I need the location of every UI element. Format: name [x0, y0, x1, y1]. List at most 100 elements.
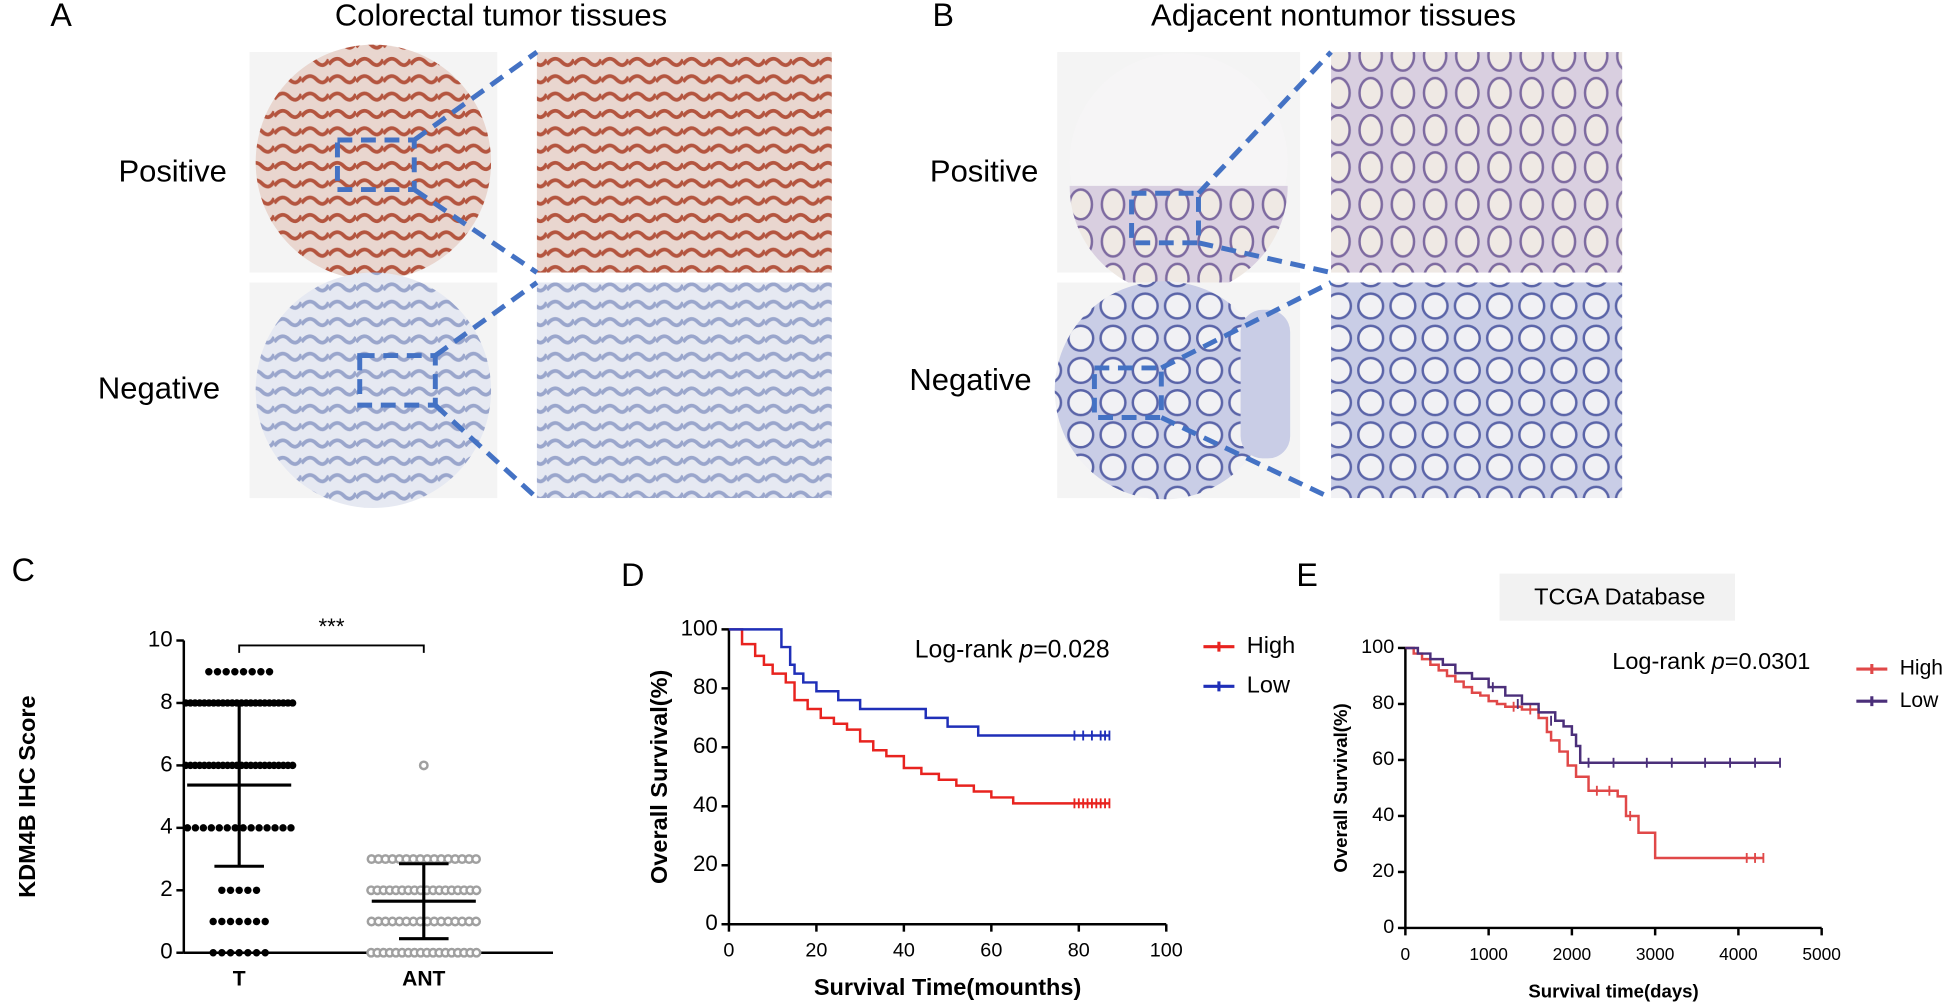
survival-curve [1405, 646, 1764, 860]
dot [223, 824, 231, 832]
title-box [1499, 573, 1735, 621]
panel-letter: B [933, 0, 954, 33]
y-tick-label: 100 [681, 615, 718, 640]
dot [239, 824, 247, 832]
x-tick-label: 0 [723, 940, 734, 962]
x-tick-label: 20 [805, 940, 827, 962]
x-tick-label: T [233, 968, 246, 991]
legend-swatch [1203, 681, 1235, 692]
panel-letter: A [50, 0, 72, 33]
dot [255, 824, 263, 832]
y-tick-label: 0 [160, 939, 172, 964]
x-tick-label: 4000 [1719, 944, 1758, 964]
row-label: Positive [118, 154, 226, 189]
row-label: Negative [98, 370, 220, 405]
dot [252, 917, 261, 926]
y-tick-label: 40 [1372, 804, 1394, 826]
legend-label: Low [1247, 672, 1291, 698]
dot [222, 668, 230, 676]
x-tick-label: 1000 [1469, 944, 1508, 964]
legend-label: High [1247, 632, 1295, 658]
y-tick-label: 60 [1372, 748, 1394, 770]
dot [209, 949, 217, 957]
panel-title: Colorectal tumor tissues [335, 0, 667, 33]
y-tick-label: 2 [160, 876, 172, 901]
y-tick-label: 20 [693, 851, 718, 876]
dot [244, 886, 252, 895]
y-axis-title: Overall Survival(%) [646, 670, 672, 884]
y-tick-label: 40 [693, 792, 718, 817]
dot [287, 824, 295, 832]
dot [207, 824, 216, 832]
dot [235, 886, 243, 895]
dot [257, 668, 265, 676]
dot [471, 947, 482, 958]
legend-label: High [1900, 657, 1943, 680]
row-label: Positive [930, 154, 1038, 189]
x-tick-label: 60 [980, 940, 1002, 962]
dot [226, 886, 235, 895]
dot [247, 824, 255, 832]
dot [265, 668, 274, 676]
y-tick-label: 6 [160, 751, 172, 776]
annotation-part: p [1018, 636, 1033, 663]
dot [226, 917, 235, 926]
dot [215, 824, 223, 832]
dot [218, 917, 226, 926]
panel-letter: D [621, 557, 644, 593]
dot [248, 668, 256, 676]
dot [471, 916, 482, 927]
dot [244, 917, 252, 926]
dot [261, 917, 269, 926]
y-axis-title: KDM4B IHC Score [14, 695, 40, 898]
x-tick-label: ANT [402, 968, 445, 991]
panel-letter: E [1296, 557, 1317, 593]
dot [261, 949, 269, 957]
dot [271, 824, 279, 832]
annotation-part: Log-rank [1612, 648, 1711, 674]
dot [209, 917, 217, 926]
survival-curve [728, 628, 1110, 805]
dot [263, 824, 271, 832]
dot [418, 760, 429, 771]
dot [231, 824, 239, 832]
y-axis-title: Overall Survival(%) [1330, 703, 1351, 872]
dot [244, 949, 252, 957]
dot [235, 949, 243, 957]
dot [218, 886, 226, 895]
dot [231, 668, 239, 676]
dot [213, 668, 222, 676]
y-tick-label: 4 [160, 814, 172, 839]
annotation-part: =0.028 [1033, 636, 1109, 663]
dot [471, 854, 482, 865]
annotation: Log-rank p=0.0301 [1612, 648, 1810, 674]
y-tick-label: 0 [1383, 916, 1394, 938]
row-label: Negative [909, 362, 1031, 397]
error-bar [214, 702, 264, 868]
dot [471, 885, 482, 896]
dot [226, 949, 235, 957]
dot [288, 699, 297, 707]
legend-label: Low [1900, 689, 1939, 712]
histology: A Colorectal tumor tissues Positive Nega… [50, 0, 1623, 508]
dot [218, 949, 226, 957]
x-tick-label: 80 [1068, 940, 1090, 962]
y-tick-label: 0 [705, 910, 717, 935]
x-tick-label: 100 [1150, 940, 1183, 962]
x-axis-title: Survival time(days) [1528, 980, 1698, 1001]
dot [235, 917, 243, 926]
chart-title: TCGA Database [1534, 584, 1705, 610]
annotation-part: p [1711, 648, 1725, 674]
dot [239, 668, 248, 676]
y-tick-label: 80 [693, 674, 718, 699]
dot [199, 824, 208, 832]
legend-swatch [1856, 664, 1888, 674]
dot [183, 824, 192, 832]
survival-curve [1405, 646, 1781, 764]
x-tick-label: 3000 [1636, 944, 1675, 964]
annotation-part: =0.0301 [1725, 648, 1811, 674]
significance-bracket [238, 644, 425, 653]
y-tick-label: 8 [160, 689, 172, 714]
y-tick-label: 80 [1372, 692, 1394, 714]
